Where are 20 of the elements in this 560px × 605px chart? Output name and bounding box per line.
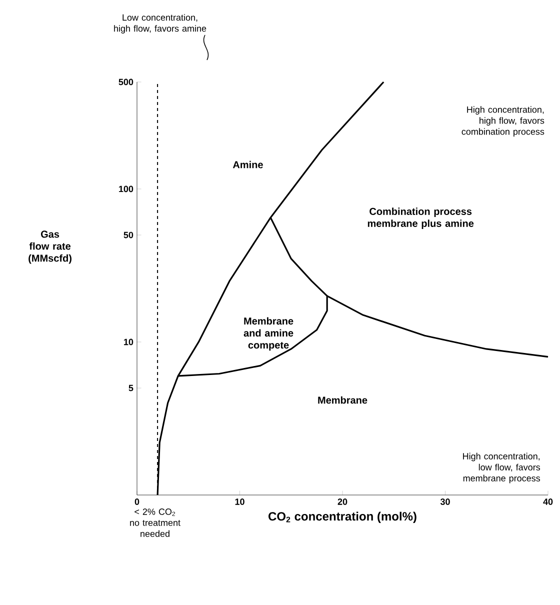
x-tick-label: 40 bbox=[543, 498, 553, 505]
y-tick-label: 50 bbox=[124, 232, 134, 238]
annotation: High concentration, high flow, favors combination process bbox=[462, 106, 544, 137]
y-tick-label: 500 bbox=[118, 78, 134, 86]
annotation: Combination process membrane plus amine bbox=[368, 208, 474, 229]
y-tick-label: 10 bbox=[124, 338, 134, 346]
x-tick-label: 20 bbox=[338, 498, 348, 505]
text: Low concentration, high flow, favors amine bbox=[114, 14, 206, 34]
text: < 2% CO$_{2}$ no treatment needed bbox=[130, 508, 180, 537]
y-axis-title: Gas flow rate (MMscfd) bbox=[28, 230, 72, 264]
annotation: Membrane and amine compete bbox=[244, 317, 294, 351]
x-tick-label: 10 bbox=[235, 498, 244, 505]
y-tick-label: 5 bbox=[128, 384, 134, 392]
x-axis-title: CO$_{2}$ concentration (mol%) bbox=[268, 512, 416, 523]
x-tick-label: 30 bbox=[440, 498, 450, 505]
y-tick-label: 100 bbox=[119, 186, 134, 192]
x-tick-label: 0 bbox=[134, 498, 140, 505]
annotation: Amine bbox=[232, 160, 263, 168]
annotation: High concentration, low flow, favors membrane process bbox=[463, 452, 540, 484]
annotation: Membrane bbox=[318, 396, 368, 404]
